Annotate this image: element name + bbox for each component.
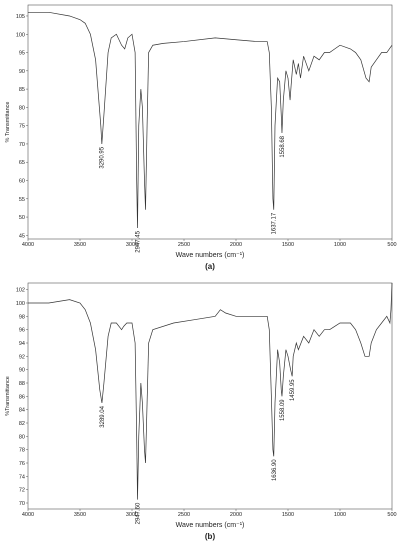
x-axis-title: Wave numbers (cm⁻¹) <box>176 522 245 529</box>
y-tick-label: 75 <box>19 124 25 130</box>
plot-frame <box>27 4 393 240</box>
caption: (b) <box>205 532 216 541</box>
x-tick-label: 4000 <box>22 512 34 518</box>
x-tick-label: 500 <box>387 242 396 248</box>
x-tick-label: 1000 <box>334 512 346 518</box>
x-tick-label: 1500 <box>282 242 294 248</box>
plot-frame <box>27 282 393 510</box>
y-tick-label: 60 <box>19 179 25 185</box>
peak-label: 2947.45 <box>135 230 141 252</box>
y-tick-label: 82 <box>19 421 25 427</box>
x-tick-label: 3000 <box>126 242 138 248</box>
y-tick-label: 90 <box>19 69 25 75</box>
peak-label: 1637.17 <box>272 212 278 234</box>
x-tick-label: 2500 <box>178 512 190 518</box>
peak-label: 3290.95 <box>100 146 106 168</box>
spectrum-line <box>28 11 393 229</box>
y-tick-label: 100 <box>16 301 25 307</box>
y-tick-label: 45 <box>19 233 25 239</box>
y-tick-label: 96 <box>19 328 25 334</box>
spectrum-line <box>28 282 393 500</box>
y-tick-label: 76 <box>19 461 25 467</box>
x-tick-label: 2000 <box>230 242 242 248</box>
y-tick-label: 92 <box>19 354 25 360</box>
peak-label: 1558.09 <box>280 399 286 421</box>
peak-label: 1636.90 <box>272 459 278 481</box>
y-tick-label: 78 <box>19 448 25 454</box>
y-tick-label: 65 <box>19 160 25 166</box>
y-tick-label: 94 <box>19 341 25 347</box>
y-tick-label: 74 <box>19 474 25 480</box>
y-tick-label: 70 <box>19 142 25 148</box>
x-axis-title: Wave numbers (cm⁻¹) <box>176 252 245 259</box>
y-tick-label: 102 <box>16 288 25 294</box>
y-tick-label: 86 <box>19 394 25 400</box>
y-tick-label: 80 <box>19 434 25 440</box>
x-tick-label: 1500 <box>282 512 294 518</box>
y-tick-label: 84 <box>19 408 25 414</box>
y-tick-label: 55 <box>19 197 25 203</box>
y-tick-label: 95 <box>19 51 25 57</box>
x-tick-label: 500 <box>387 512 396 518</box>
x-tick-label: 3500 <box>74 242 86 248</box>
y-tick-label: 85 <box>19 87 25 93</box>
y-tick-label: 72 <box>19 488 25 494</box>
peak-label: 3289.04 <box>100 405 106 427</box>
y-tick-label: 90 <box>19 368 25 374</box>
y-axis-title: %Transmittance <box>5 376 11 416</box>
y-tick-label: 105 <box>16 14 25 20</box>
caption: (a) <box>205 262 215 271</box>
y-tick-label: 80 <box>19 105 25 111</box>
y-tick-label: 100 <box>16 32 25 38</box>
y-tick-label: 70 <box>19 501 25 507</box>
peak-label: 1558.68 <box>280 135 286 157</box>
x-tick-label: 2000 <box>230 512 242 518</box>
x-tick-label: 4000 <box>22 242 34 248</box>
peak-label: 2947.60 <box>135 502 141 524</box>
y-tick-label: 98 <box>19 314 25 320</box>
peak-label: 1459.95 <box>290 379 296 401</box>
y-tick-label: 50 <box>19 215 25 221</box>
x-tick-label: 3500 <box>74 512 86 518</box>
x-tick-label: 1000 <box>334 242 346 248</box>
y-tick-label: 88 <box>19 381 25 387</box>
x-tick-label: 3000 <box>126 512 138 518</box>
x-tick-label: 2500 <box>178 242 190 248</box>
y-axis-title: % Transmittance <box>5 102 11 143</box>
